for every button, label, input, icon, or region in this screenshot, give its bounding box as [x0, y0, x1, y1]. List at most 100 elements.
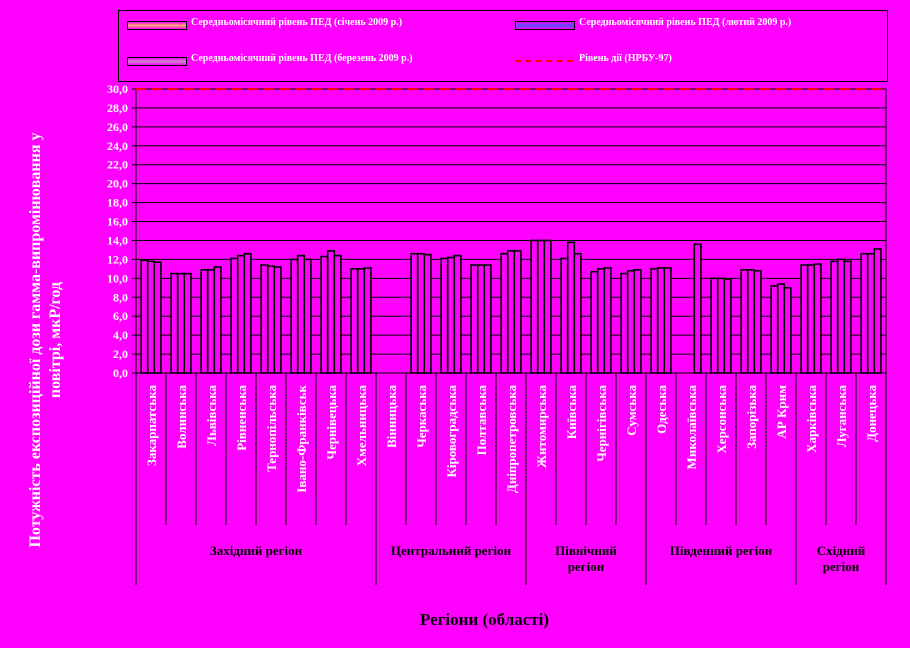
group-label: Центральний регіон	[391, 543, 512, 558]
bar	[843, 260, 852, 374]
category-label: Харківська	[804, 385, 819, 453]
bar	[260, 264, 269, 374]
bar	[500, 252, 509, 374]
y-tick-label: 24,0	[107, 139, 128, 153]
legend-swatch-jan	[127, 21, 187, 30]
bar	[483, 264, 492, 374]
bar	[716, 277, 726, 374]
category-label: Львівська	[204, 385, 219, 446]
bar	[536, 239, 546, 374]
bar	[243, 252, 252, 374]
bar	[626, 269, 636, 374]
category-label: Одеська	[654, 385, 669, 434]
legend-label-mar: Середньомісячний рівень ПЕД (березень 20…	[191, 53, 413, 64]
y-tick-label: 0,0	[113, 366, 128, 380]
category-label: Луганська	[834, 385, 849, 448]
category-label: Запорізька	[744, 385, 759, 449]
bar	[573, 252, 582, 374]
bar	[440, 257, 449, 374]
legend-label-jan: Середньомісячний рівень ПЕД (січень 2009…	[191, 17, 403, 28]
bar	[656, 267, 666, 374]
legend-label-feb: Середньомісячний рівень ПЕД (лютий 2009 …	[579, 17, 792, 28]
y-tick-label: 30,0	[107, 82, 128, 96]
bar	[620, 272, 629, 374]
bar	[693, 243, 702, 374]
bar	[140, 259, 149, 374]
bar	[200, 269, 209, 374]
bar	[530, 239, 539, 374]
bar	[800, 264, 809, 374]
bar	[776, 283, 786, 374]
category-label: Волинська	[174, 385, 189, 449]
bar	[723, 278, 732, 374]
bar	[663, 267, 672, 374]
y-tick-label: 14,0	[107, 233, 128, 247]
group-label: Північний	[555, 543, 617, 558]
bar	[363, 267, 372, 374]
bar	[860, 252, 869, 374]
bar	[303, 258, 312, 374]
category-label: Миколаївська	[684, 385, 699, 470]
bar	[320, 255, 329, 374]
bar	[470, 264, 479, 374]
category-label: Івано-Франківськ	[294, 384, 309, 492]
y-tick-label: 16,0	[107, 215, 128, 229]
bar	[770, 285, 779, 374]
bar	[566, 241, 576, 374]
bar	[633, 269, 642, 374]
bar	[170, 272, 179, 374]
bar	[590, 270, 599, 374]
category-label: Вінницька	[384, 385, 399, 448]
category-label: Сумська	[624, 385, 639, 436]
bar	[806, 264, 816, 374]
category-label: Дніпропетровська	[504, 385, 519, 494]
category-label: Житомирська	[534, 385, 549, 468]
group-label: Південний регіон	[670, 543, 773, 558]
bar	[266, 265, 276, 374]
bar	[236, 254, 246, 374]
legend: Середньомісячний рівень ПЕД (січень 2009…	[118, 10, 888, 82]
group-label: регіон	[823, 559, 860, 574]
y-tick-label: 26,0	[107, 120, 128, 134]
category-label: Тернопільська	[264, 385, 279, 472]
x-axis-label: Регіони (області)	[420, 610, 550, 629]
bar	[213, 266, 222, 374]
bar	[506, 250, 516, 374]
bar	[230, 257, 239, 374]
category-label: Закарпатська	[144, 385, 159, 467]
bar	[296, 254, 306, 374]
bar	[356, 268, 366, 374]
bar	[596, 268, 606, 374]
bar	[153, 261, 162, 374]
bar	[206, 269, 216, 374]
bar	[753, 269, 762, 374]
y-tick-label: 28,0	[107, 101, 128, 115]
category-label: Донецька	[864, 385, 879, 442]
bar	[423, 253, 432, 374]
y-tick-label: 8,0	[113, 290, 128, 304]
bar	[333, 254, 342, 374]
bar	[176, 272, 186, 374]
bar	[543, 239, 552, 374]
y-tick-label: 20,0	[107, 177, 128, 191]
y-tick-label: 22,0	[107, 158, 128, 172]
bar	[326, 250, 336, 374]
bar	[350, 268, 359, 374]
bar	[446, 256, 456, 374]
legend-swatch-mar	[127, 57, 187, 66]
bar	[453, 254, 462, 374]
category-label: Рівненська	[234, 385, 249, 451]
bar	[813, 263, 822, 374]
y-tick-label: 10,0	[107, 271, 128, 285]
y-tick-label: 12,0	[107, 252, 128, 266]
bar	[290, 258, 299, 374]
bar	[146, 260, 156, 374]
legend-swatch-level	[515, 60, 573, 62]
legend-label-level: Рівень дії (НРБУ-97)	[579, 53, 672, 64]
category-label: Херсонська	[714, 385, 729, 454]
bar	[836, 258, 846, 374]
bar	[746, 269, 756, 374]
category-label: Чернівецька	[324, 385, 339, 460]
y-tick-label: 6,0	[113, 309, 128, 323]
